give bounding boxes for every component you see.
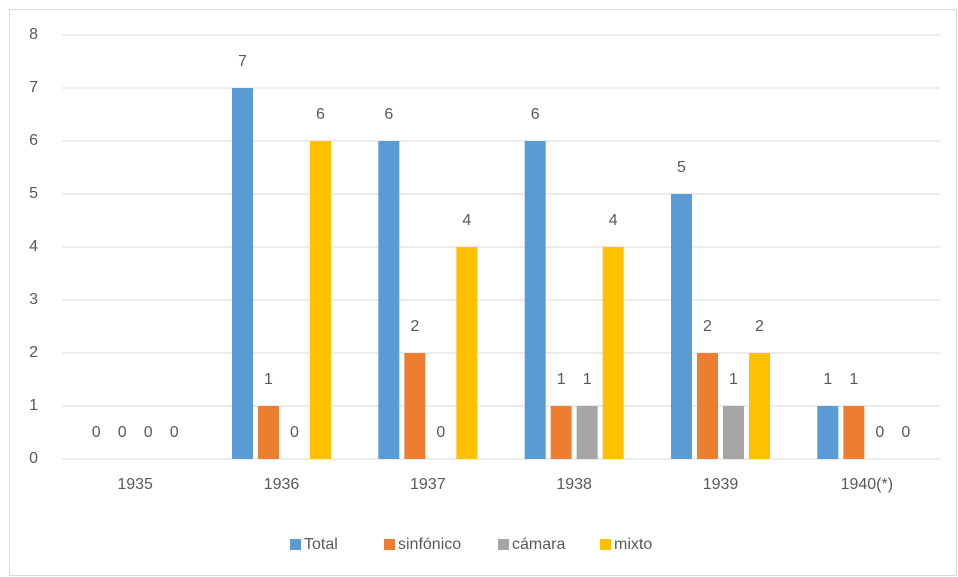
data-label: 5 — [677, 159, 686, 176]
legend-label: sinfónico — [398, 536, 461, 553]
bar — [671, 194, 692, 459]
legend-swatch — [290, 539, 301, 550]
x-tick-label: 1935 — [117, 476, 153, 493]
bar — [404, 353, 426, 459]
bar — [602, 247, 624, 459]
data-label: 2 — [755, 318, 764, 335]
data-label: 0 — [170, 424, 179, 441]
y-tick-label: 5 — [29, 185, 38, 202]
data-label: 1 — [823, 371, 832, 388]
bar — [258, 406, 279, 459]
data-label: 1 — [557, 371, 566, 388]
y-tick-label: 8 — [29, 26, 38, 43]
data-label: 6 — [384, 106, 393, 123]
bar — [232, 88, 253, 459]
data-label: 6 — [316, 106, 325, 123]
data-label: 0 — [118, 424, 127, 441]
bar — [749, 353, 770, 459]
y-tick-label: 2 — [29, 344, 38, 361]
legend-label: Total — [304, 536, 338, 553]
y-tick-label: 3 — [29, 291, 38, 308]
bar — [697, 353, 718, 459]
data-label: 0 — [144, 424, 153, 441]
data-label: 2 — [703, 318, 712, 335]
data-label: 0 — [901, 424, 910, 441]
bar — [310, 141, 331, 459]
y-tick-label: 4 — [29, 238, 38, 255]
y-tick-label: 6 — [29, 132, 38, 149]
chart-border — [9, 9, 957, 576]
bar — [456, 247, 478, 459]
x-tick-label: 1940(*) — [841, 476, 893, 493]
x-tick-label: 1936 — [264, 476, 300, 493]
bar — [843, 406, 865, 459]
x-tick-label: 1938 — [556, 476, 592, 493]
legend-label: cámara — [512, 536, 565, 553]
data-label: 2 — [410, 318, 419, 335]
legend-label: mixto — [614, 536, 652, 553]
data-label: 1 — [264, 371, 273, 388]
bar — [378, 141, 400, 459]
data-label: 0 — [290, 424, 299, 441]
legend-swatch — [600, 539, 611, 550]
x-tick-label: 1939 — [703, 476, 739, 493]
bar — [817, 406, 839, 459]
data-label: 0 — [92, 424, 101, 441]
data-label: 0 — [875, 424, 884, 441]
legend-swatch — [384, 539, 395, 550]
data-label: 1 — [583, 371, 592, 388]
data-label: 1 — [729, 371, 738, 388]
data-label: 7 — [238, 53, 247, 70]
data-label: 1 — [849, 371, 858, 388]
x-tick-label: 1937 — [410, 476, 446, 493]
bar — [723, 406, 744, 459]
data-label: 0 — [436, 424, 445, 441]
bar — [550, 406, 572, 459]
bar — [524, 141, 546, 459]
data-label: 4 — [462, 212, 471, 229]
y-tick-label: 1 — [29, 397, 38, 414]
bar — [576, 406, 598, 459]
data-label: 6 — [531, 106, 540, 123]
y-tick-label: 0 — [29, 450, 38, 467]
legend-swatch — [498, 539, 509, 550]
y-tick-label: 7 — [29, 79, 38, 96]
data-label: 4 — [609, 212, 618, 229]
